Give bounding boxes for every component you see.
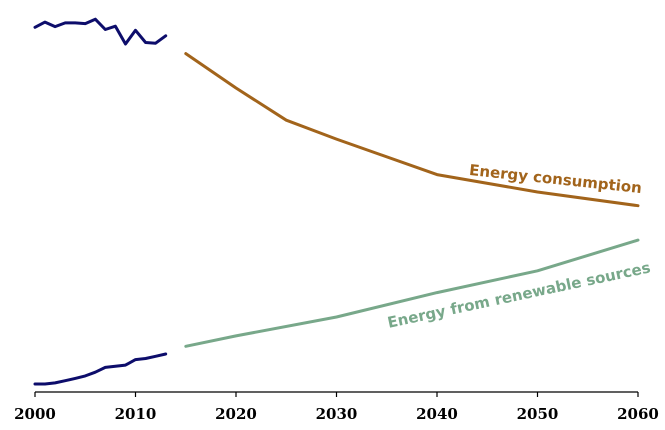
series-line-historical-renewable [33,352,168,386]
x-tick-label: 2050 [517,405,559,423]
x-axis: 2000 2010 2020 2030 2040 2050 2060 [14,391,659,423]
x-tick-label: 2030 [316,405,358,423]
series-line-projected-renewable [184,238,640,348]
x-tick-label: 2040 [416,405,458,423]
x-tick-label: 2060 [617,405,659,423]
series-line-historical-consumption [33,17,168,46]
x-tick-label: 2000 [14,405,56,423]
x-tick-label: 2010 [115,405,157,423]
series-layer [33,17,640,386]
series-label-projected-consumption: Energy consumption [468,161,642,197]
x-tick-label: 2020 [215,405,257,423]
series-line-projected-consumption [184,52,640,208]
